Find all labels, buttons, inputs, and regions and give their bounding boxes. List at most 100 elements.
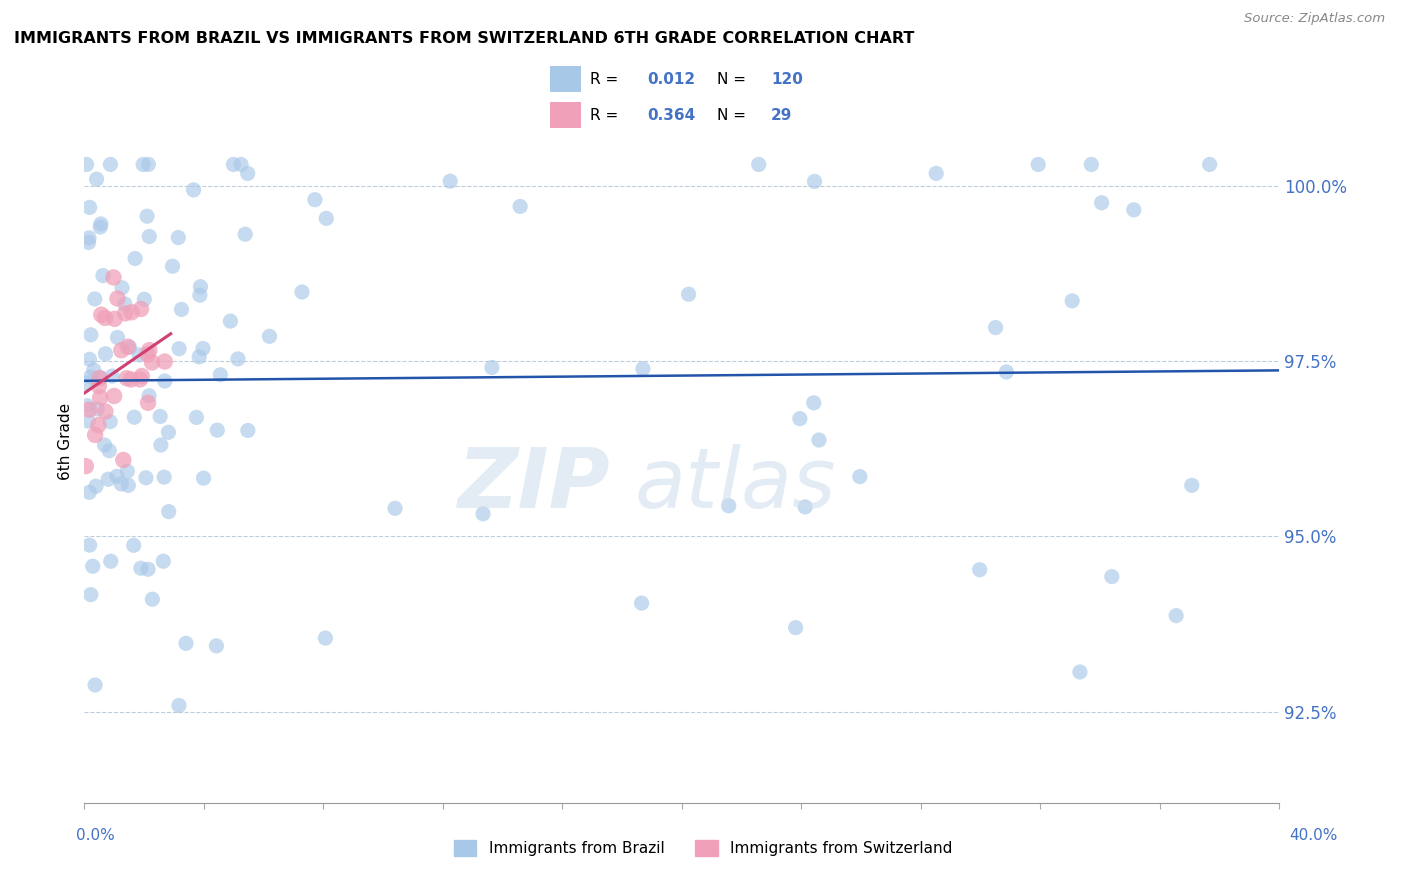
Point xyxy=(111,281,134,295)
Point xyxy=(77,231,100,245)
Point xyxy=(129,561,152,575)
Point xyxy=(124,410,146,425)
Point xyxy=(157,505,180,519)
Point xyxy=(259,329,281,343)
Point xyxy=(101,369,124,384)
Point xyxy=(89,219,111,234)
Point xyxy=(134,293,156,307)
Point xyxy=(90,217,112,231)
Point xyxy=(103,311,125,326)
Legend: Immigrants from Brazil, Immigrants from Switzerland: Immigrants from Brazil, Immigrants from … xyxy=(447,834,959,862)
Point xyxy=(107,292,129,306)
Point xyxy=(236,424,259,438)
Point xyxy=(984,320,1007,334)
Point xyxy=(131,369,153,384)
Point xyxy=(86,401,108,416)
Point xyxy=(995,365,1018,379)
Point xyxy=(76,157,98,171)
Point xyxy=(849,469,872,483)
Point xyxy=(1122,202,1144,217)
Point xyxy=(717,499,740,513)
Point xyxy=(110,343,132,358)
Point xyxy=(98,443,121,458)
Point xyxy=(79,201,101,215)
Point xyxy=(90,308,112,322)
Point xyxy=(86,172,108,186)
Point xyxy=(229,157,252,171)
Bar xyxy=(550,66,581,92)
Text: N =: N = xyxy=(717,108,745,123)
Point xyxy=(103,270,125,285)
Point xyxy=(135,471,157,485)
Point xyxy=(79,402,101,417)
Point xyxy=(167,230,190,244)
Point xyxy=(89,391,111,405)
Text: IMMIGRANTS FROM BRAZIL VS IMMIGRANTS FROM SWITZERLAND 6TH GRADE CORRELATION CHAR: IMMIGRANTS FROM BRAZIL VS IMMIGRANTS FRO… xyxy=(14,31,914,46)
Point xyxy=(141,592,163,607)
Point xyxy=(925,166,948,180)
Point xyxy=(384,501,406,516)
Point xyxy=(112,453,135,467)
Point xyxy=(94,347,117,361)
Point xyxy=(186,410,208,425)
Point xyxy=(193,471,215,485)
Point xyxy=(149,409,172,424)
Point xyxy=(98,415,121,429)
Point xyxy=(152,554,174,568)
Point xyxy=(188,288,211,302)
Point xyxy=(1166,608,1188,623)
Point xyxy=(794,500,817,514)
Text: R =: R = xyxy=(589,108,617,123)
Point xyxy=(167,342,190,356)
Point xyxy=(115,371,138,385)
Point xyxy=(149,438,172,452)
Point xyxy=(84,479,107,493)
Point xyxy=(138,389,160,403)
Point xyxy=(93,438,115,452)
Point xyxy=(291,285,314,299)
Text: 40.0%: 40.0% xyxy=(1289,829,1337,843)
Point xyxy=(748,157,770,171)
Point xyxy=(121,305,143,319)
Point xyxy=(79,485,101,500)
Point xyxy=(153,354,176,368)
Point xyxy=(80,588,103,602)
Point xyxy=(84,678,107,692)
Point xyxy=(1062,293,1084,308)
Point xyxy=(1101,569,1123,583)
Point xyxy=(222,157,245,171)
Point xyxy=(314,631,336,645)
Point xyxy=(236,166,259,180)
Point xyxy=(91,268,114,283)
Point xyxy=(315,211,337,226)
Text: ZIP: ZIP xyxy=(457,444,610,525)
Point xyxy=(157,425,180,440)
Point xyxy=(481,360,503,375)
Point xyxy=(678,287,700,301)
Point xyxy=(785,621,807,635)
Point xyxy=(118,340,141,354)
Point xyxy=(129,301,152,316)
Point xyxy=(136,562,159,576)
Point xyxy=(190,279,212,293)
Point xyxy=(136,347,159,361)
Point xyxy=(153,374,176,388)
Point xyxy=(969,563,991,577)
Text: R =: R = xyxy=(589,71,617,87)
Point xyxy=(472,507,495,521)
Text: 120: 120 xyxy=(770,71,803,87)
Point xyxy=(79,352,101,367)
Point xyxy=(167,698,190,713)
Text: 29: 29 xyxy=(770,108,793,123)
Point xyxy=(789,411,811,425)
Point xyxy=(630,596,652,610)
Point xyxy=(117,478,139,492)
Point xyxy=(509,199,531,213)
Point xyxy=(120,372,142,386)
Point xyxy=(110,477,132,491)
Text: 0.0%: 0.0% xyxy=(76,829,115,843)
Point xyxy=(94,310,117,325)
Point xyxy=(114,306,136,320)
Point xyxy=(79,538,101,552)
Point xyxy=(80,369,103,384)
